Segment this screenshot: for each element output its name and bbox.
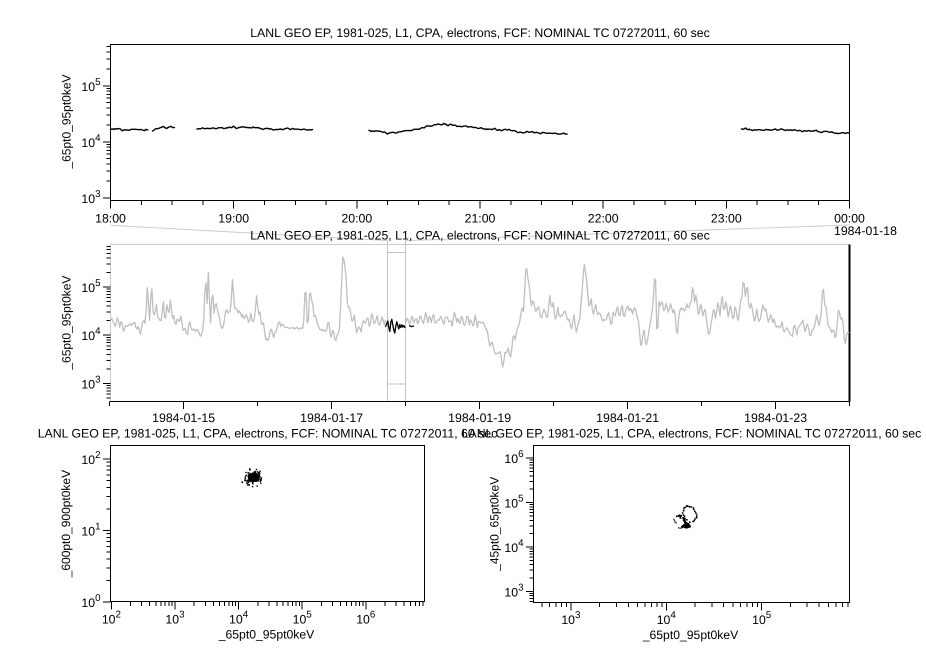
svg-text:_45pt0_65pt0keV: _45pt0_65pt0keV — [488, 477, 502, 572]
svg-text:3: 3 — [518, 582, 524, 593]
svg-text:10: 10 — [81, 136, 95, 150]
svg-text:10: 10 — [102, 613, 116, 627]
svg-text:5: 5 — [95, 278, 101, 289]
svg-text:0: 0 — [95, 593, 101, 604]
svg-text:10: 10 — [356, 613, 370, 627]
svg-text:1984-01-23: 1984-01-23 — [744, 411, 807, 425]
svg-text:LANL GEO EP, 1981-025, L1, CPA: LANL GEO EP, 1981-025, L1, CPA, electron… — [250, 229, 710, 243]
svg-text:00:00: 00:00 — [834, 211, 865, 225]
svg-text:3: 3 — [95, 374, 101, 385]
svg-text:5: 5 — [306, 610, 312, 621]
svg-text:1984-01-19: 1984-01-19 — [448, 411, 511, 425]
svg-text:10: 10 — [752, 613, 766, 627]
svg-text:10: 10 — [81, 524, 95, 538]
svg-text:21:00: 21:00 — [465, 211, 496, 225]
svg-text:10: 10 — [657, 613, 671, 627]
svg-text:1: 1 — [95, 521, 100, 532]
svg-text:20:00: 20:00 — [341, 211, 372, 225]
svg-text:1984-01-21: 1984-01-21 — [596, 411, 659, 425]
svg-text:1984-01-17: 1984-01-17 — [300, 411, 363, 425]
svg-text:10: 10 — [504, 497, 518, 511]
svg-text:10: 10 — [504, 452, 518, 466]
svg-text:10: 10 — [504, 585, 518, 599]
svg-text:4: 4 — [243, 610, 249, 621]
svg-text:1984-01-18: 1984-01-18 — [834, 224, 897, 238]
svg-text:10: 10 — [81, 329, 95, 343]
svg-text:_600pt0_900pt0keV: _600pt0_900pt0keV — [59, 470, 73, 578]
svg-text:10: 10 — [229, 613, 243, 627]
svg-text:3: 3 — [179, 610, 185, 621]
svg-text:10: 10 — [81, 453, 95, 467]
svg-text:6: 6 — [518, 449, 524, 460]
svg-text:_65pt0_95pt0keV: _65pt0_95pt0keV — [59, 74, 73, 169]
svg-text:10: 10 — [165, 613, 179, 627]
svg-text:10: 10 — [504, 541, 518, 555]
svg-text:22:00: 22:00 — [588, 211, 619, 225]
svg-text:3: 3 — [95, 189, 101, 200]
svg-text:2: 2 — [116, 610, 121, 621]
svg-text:18:00: 18:00 — [95, 211, 126, 225]
svg-text:4: 4 — [95, 326, 101, 337]
svg-text:_65pt0_95pt0keV: _65pt0_95pt0keV — [59, 276, 73, 371]
svg-text:3: 3 — [575, 610, 581, 621]
svg-text:1984-01-15: 1984-01-15 — [152, 411, 215, 425]
svg-text:6: 6 — [370, 610, 376, 621]
svg-text:10: 10 — [81, 192, 95, 206]
svg-text:5: 5 — [518, 494, 524, 505]
svg-text:10: 10 — [81, 596, 95, 610]
svg-text:10: 10 — [81, 281, 95, 295]
svg-text:10: 10 — [81, 80, 95, 94]
svg-text:2: 2 — [95, 450, 100, 461]
svg-text:19:00: 19:00 — [218, 211, 249, 225]
svg-text:23:00: 23:00 — [711, 211, 742, 225]
svg-text:5: 5 — [766, 610, 772, 621]
svg-text:LANL GEO EP, 1981-025, L1, CPA: LANL GEO EP, 1981-025, L1, CPA, electron… — [38, 427, 498, 441]
svg-text:4: 4 — [518, 538, 524, 549]
svg-text:LANL GEO EP, 1981-025, L1, CPA: LANL GEO EP, 1981-025, L1, CPA, electron… — [250, 26, 710, 40]
svg-text:_65pt0_95pt0keV: _65pt0_95pt0keV — [642, 628, 739, 642]
svg-text:_65pt0_95pt0keV: _65pt0_95pt0keV — [218, 628, 315, 642]
svg-text:4: 4 — [670, 610, 676, 621]
svg-text:4: 4 — [95, 133, 101, 144]
svg-text:10: 10 — [293, 613, 307, 627]
svg-text:10: 10 — [81, 377, 95, 391]
svg-text:LANL GEO EP, 1981-025, L1, CPA: LANL GEO EP, 1981-025, L1, CPA, electron… — [462, 427, 922, 441]
svg-text:5: 5 — [95, 77, 101, 88]
svg-text:10: 10 — [561, 613, 575, 627]
